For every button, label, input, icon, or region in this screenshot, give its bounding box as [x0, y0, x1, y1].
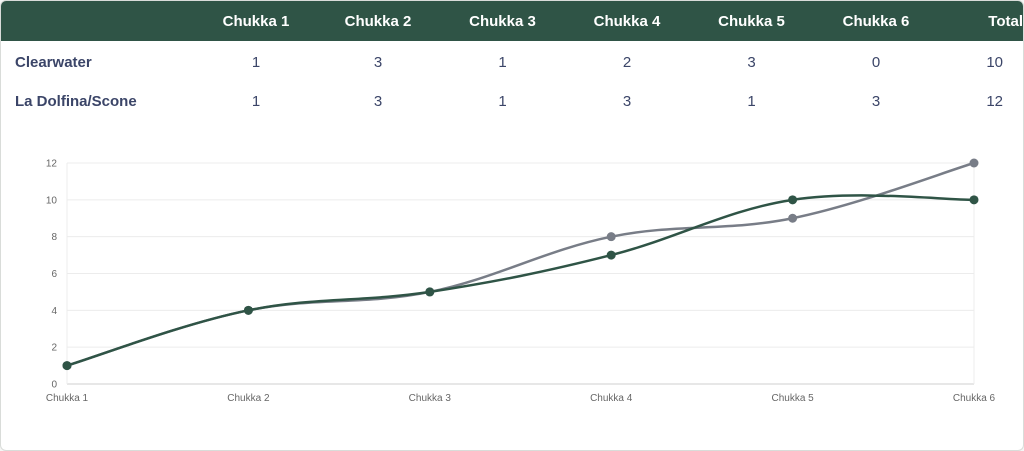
- series-1-point: [62, 361, 72, 371]
- team-name: Clearwater: [15, 54, 92, 71]
- header-chukka-5: Chukka 5: [718, 12, 785, 30]
- x-tick-label: Chukka 5: [771, 393, 814, 404]
- y-tick-label: 10: [46, 195, 58, 206]
- score-progression-chart: 0 2 4 6 8 10 12 Chukka 1 Chukka 2 Chukka 3 Chukka …: [46, 158, 996, 405]
- series-1-point: [243, 305, 253, 315]
- header-chukka-1: Chukka 1: [222, 12, 290, 30]
- y-tick-label: 4: [51, 306, 57, 317]
- series-0-point: [788, 213, 798, 223]
- total-cell: 12: [986, 93, 1003, 110]
- y-tick-label: 2: [51, 343, 57, 354]
- score-cell: 3: [373, 93, 383, 110]
- score-cell: 3: [373, 54, 383, 71]
- x-tick-label: Chukka 6: [953, 393, 996, 404]
- score-table-header-row: Chukka 1 Chukka 2 Chukka 3 Chukka 4 Chuk…: [1, 1, 1023, 41]
- score-table: Chukka 1 Chukka 2 Chukka 3 Chukka 4 Chuk…: [1, 1, 1023, 121]
- score-cell: 3: [622, 93, 632, 110]
- score-cell: 2: [622, 54, 632, 71]
- table-row-la-dolfina-scone: La Dolfina/Scone 1 3 1 3 1 3 12: [1, 82, 1023, 121]
- chart-series: [62, 158, 979, 371]
- series-1-point: [788, 195, 798, 205]
- score-cell: 3: [747, 54, 756, 71]
- score-cell: 3: [871, 93, 881, 110]
- total-cell: 10: [986, 54, 1003, 71]
- x-tick-label: Chukka 2: [227, 393, 270, 404]
- series-1-point: [425, 287, 435, 297]
- chart-axes: 0 2 4 6 8 10 12 Chukka 1 Chukka 2 Chukka 3 Chukka …: [46, 159, 996, 405]
- x-tick-label: Chukka 4: [590, 393, 633, 404]
- series-1-point: [606, 250, 616, 260]
- header-total: Total: [988, 12, 1023, 30]
- score-cell: 1: [498, 93, 507, 110]
- table-row-clearwater: Clearwater 1 3 1 2 3 0 10: [1, 41, 1023, 82]
- score-cell: 1: [747, 93, 756, 110]
- header-chukka-6: Chukka 6: [842, 12, 910, 30]
- series-0-point: [969, 158, 979, 168]
- y-tick-label: 0: [51, 380, 57, 391]
- series-0-point: [606, 232, 616, 242]
- score-cell: 0: [871, 54, 881, 71]
- score-cell: 1: [251, 93, 261, 110]
- series-1-point: [969, 195, 979, 205]
- header-chukka-4: Chukka 4: [593, 12, 661, 30]
- series-1-line: [66, 194, 975, 367]
- score-cell: 1: [498, 54, 507, 71]
- header-chukka-3: Chukka 3: [469, 12, 536, 30]
- x-tick-label: Chukka 1: [46, 393, 89, 404]
- header-team: [1, 1, 207, 41]
- series-0-line: [66, 161, 975, 367]
- header-chukka-2: Chukka 2: [344, 12, 412, 30]
- y-tick-label: 12: [46, 159, 58, 170]
- score-cell: 1: [251, 54, 261, 71]
- x-tick-label: Chukka 3: [409, 393, 452, 404]
- chart-gridlines: [66, 162, 975, 385]
- y-tick-label: 6: [51, 269, 57, 280]
- y-tick-label: 8: [51, 232, 57, 243]
- team-name: La Dolfina/Scone: [15, 93, 137, 110]
